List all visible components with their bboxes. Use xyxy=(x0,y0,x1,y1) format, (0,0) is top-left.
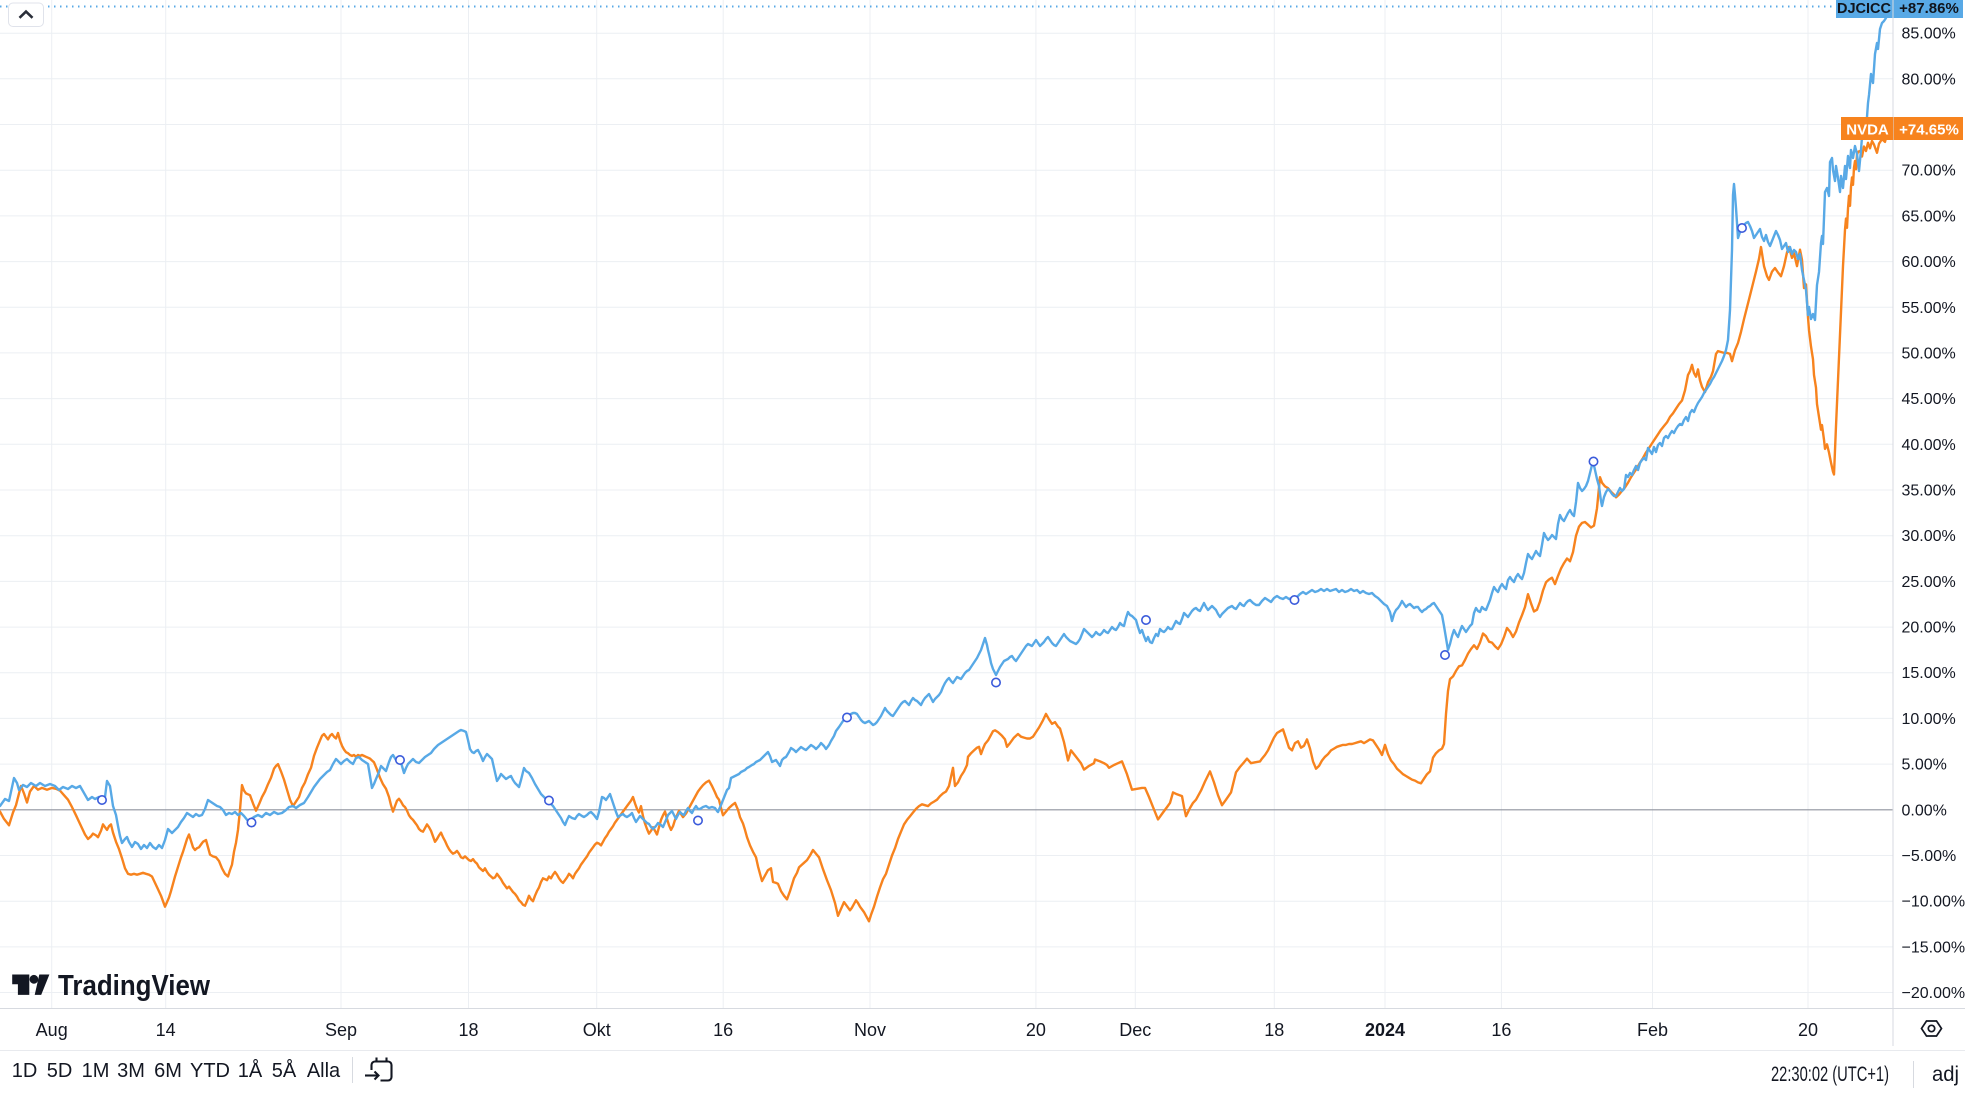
svg-text:Nov: Nov xyxy=(854,1020,886,1040)
svg-text:NVDA: NVDA xyxy=(1846,122,1889,139)
svg-text:Sep: Sep xyxy=(325,1020,357,1040)
svg-text:14: 14 xyxy=(156,1020,176,1040)
svg-text:−20.00%: −20.00% xyxy=(1902,985,1965,1002)
svg-text:55.00%: 55.00% xyxy=(1902,300,1956,317)
svg-text:adj: adj xyxy=(1932,1063,1959,1086)
svg-text:20.00%: 20.00% xyxy=(1902,620,1956,637)
svg-text:6M: 6M xyxy=(154,1060,182,1082)
svg-text:10.00%: 10.00% xyxy=(1902,711,1956,728)
svg-text:16: 16 xyxy=(1491,1020,1511,1040)
svg-text:65.00%: 65.00% xyxy=(1902,208,1956,225)
svg-text:1D: 1D xyxy=(12,1060,38,1082)
svg-text:80.00%: 80.00% xyxy=(1902,71,1956,88)
svg-text:40.00%: 40.00% xyxy=(1902,437,1956,454)
svg-text:1M: 1M xyxy=(82,1060,110,1082)
svg-text:1Å: 1Å xyxy=(238,1059,263,1082)
svg-text:Feb: Feb xyxy=(1637,1020,1668,1040)
svg-text:+74.65%: +74.65% xyxy=(1899,122,1959,139)
svg-text:2024: 2024 xyxy=(1365,1020,1405,1040)
svg-text:TradingView: TradingView xyxy=(58,970,211,1002)
svg-text:−10.00%: −10.00% xyxy=(1902,894,1965,911)
svg-text:20: 20 xyxy=(1026,1020,1046,1040)
svg-text:20: 20 xyxy=(1798,1020,1818,1040)
svg-text:Alla: Alla xyxy=(307,1060,341,1082)
svg-text:30.00%: 30.00% xyxy=(1902,528,1956,545)
svg-text:25.00%: 25.00% xyxy=(1902,574,1956,591)
svg-text:−5.00%: −5.00% xyxy=(1902,848,1957,865)
svg-text:35.00%: 35.00% xyxy=(1902,483,1956,500)
svg-text:−15.00%: −15.00% xyxy=(1902,939,1965,956)
svg-text:60.00%: 60.00% xyxy=(1902,254,1956,271)
svg-text:5.00%: 5.00% xyxy=(1902,757,1947,774)
svg-text:16: 16 xyxy=(713,1020,733,1040)
svg-text:45.00%: 45.00% xyxy=(1902,391,1956,408)
svg-text:DJCICC: DJCICC xyxy=(1837,1,1892,17)
svg-text:85.00%: 85.00% xyxy=(1902,26,1956,43)
svg-text:5Å: 5Å xyxy=(272,1059,297,1082)
svg-text:22:30:02 (UTC+1): 22:30:02 (UTC+1) xyxy=(1771,1063,1889,1086)
svg-text:YTD: YTD xyxy=(190,1060,230,1082)
svg-text:3M: 3M xyxy=(117,1060,145,1082)
svg-text:Okt: Okt xyxy=(583,1020,611,1040)
svg-text:+87.86%: +87.86% xyxy=(1899,0,1959,17)
svg-text:70.00%: 70.00% xyxy=(1902,163,1956,180)
svg-text:18: 18 xyxy=(458,1020,478,1040)
svg-text:50.00%: 50.00% xyxy=(1902,345,1956,362)
svg-text:0.00%: 0.00% xyxy=(1902,802,1947,819)
svg-text:18: 18 xyxy=(1264,1020,1284,1040)
svg-text:Dec: Dec xyxy=(1119,1020,1151,1040)
svg-text:Aug: Aug xyxy=(36,1020,68,1040)
svg-text:15.00%: 15.00% xyxy=(1902,665,1956,682)
svg-text:5D: 5D xyxy=(47,1060,73,1082)
